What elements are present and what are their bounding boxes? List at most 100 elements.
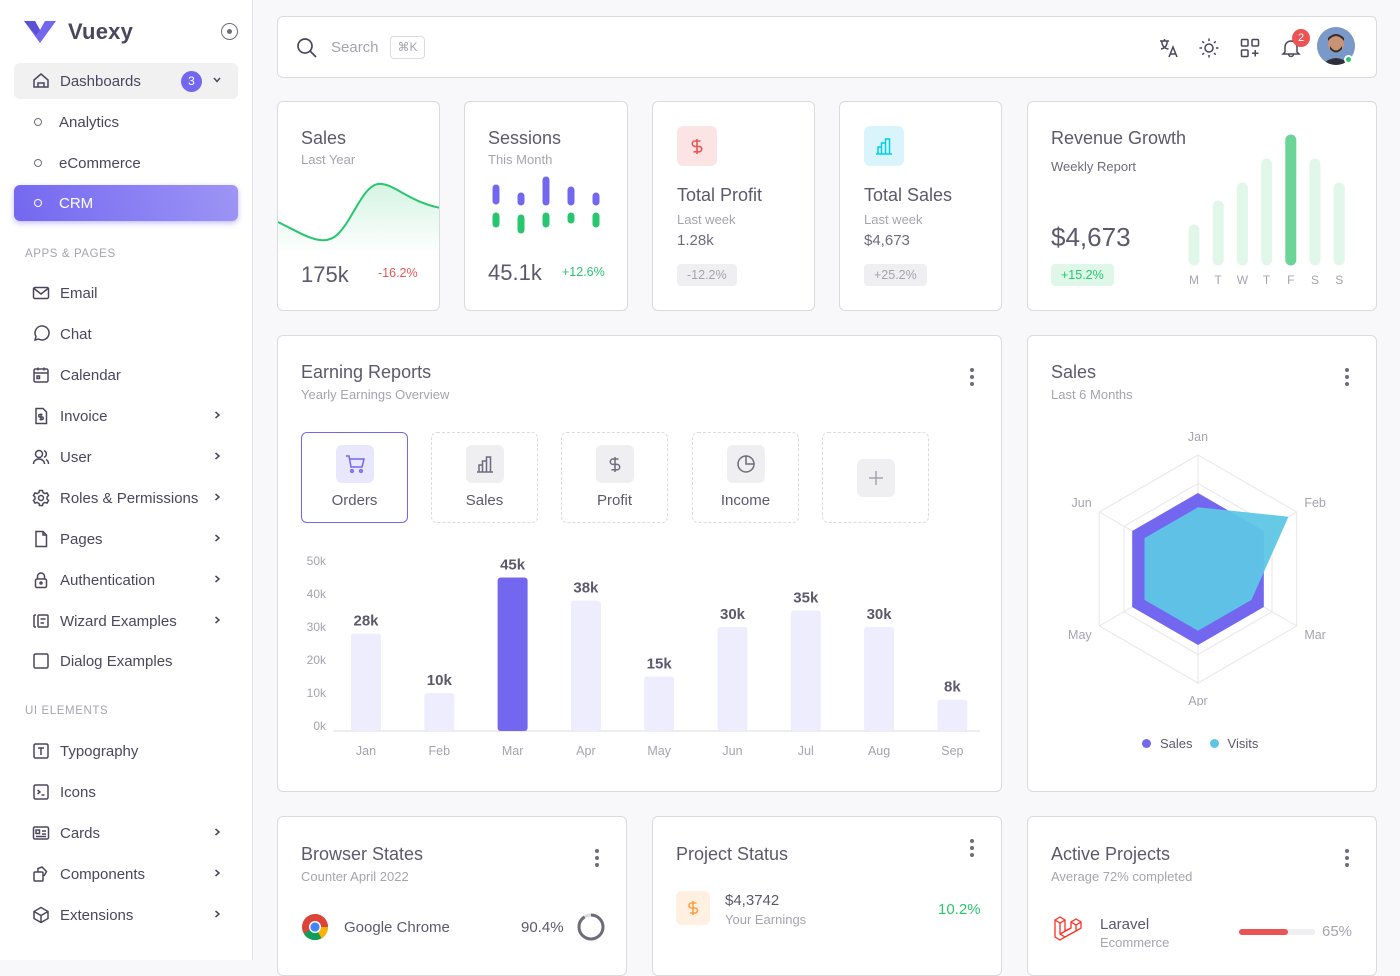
sidebar-item-label: Email — [60, 284, 98, 302]
earnings-bar[interactable] — [864, 627, 895, 731]
x-tick-label: Apr — [576, 744, 595, 758]
tab-income[interactable]: Income — [692, 432, 799, 523]
user-avatar[interactable] — [1317, 27, 1355, 65]
sidebar-item-extensions[interactable]: Extensions — [14, 897, 238, 933]
earnings-bar[interactable] — [937, 699, 968, 731]
bar-value-label: 8k — [944, 679, 961, 696]
sidebar-item-components[interactable]: Components — [14, 856, 238, 892]
card-change-badge: -12.2% — [677, 264, 737, 286]
sidebar-item-authentication[interactable]: Authentication — [14, 562, 238, 598]
card-subtitle: Last week — [864, 212, 923, 227]
bar-value-label: 30k — [720, 606, 746, 623]
mail-icon — [32, 286, 50, 300]
earnings-bar[interactable] — [497, 577, 528, 732]
add-tab-button[interactable] — [822, 432, 929, 523]
sidebar-toggle-icon[interactable] — [221, 23, 238, 40]
chevron-down-icon — [213, 77, 221, 83]
sidebar-item-wizard-examples[interactable]: Wizard Examples — [14, 603, 238, 639]
sidebar-item-icons[interactable]: Icons — [14, 774, 238, 810]
chevron-right-icon — [215, 869, 221, 877]
sidebar-item-chat[interactable]: Chat — [14, 316, 238, 352]
card-title: Sessions — [488, 128, 562, 148]
earnings-bar[interactable] — [790, 610, 821, 732]
search-icon[interactable] — [296, 37, 318, 59]
chrome-icon — [302, 914, 329, 941]
chevron-right-icon — [215, 534, 221, 542]
revenue-day-label: S — [1335, 273, 1343, 287]
chat-icon — [33, 325, 50, 342]
sidebar-item-roles-permissions[interactable]: Roles & Permissions — [14, 480, 238, 516]
sidebar-item-invoice[interactable]: Invoice — [14, 398, 238, 434]
active-projects-card: Active Projects Average 72% completed La… — [1027, 816, 1377, 976]
sales-radar-card: Sales Last 6 Months Jan Feb Mar Apr May Jun S… — [1027, 335, 1377, 792]
card-value: $4,673 — [1051, 222, 1131, 252]
components-icon — [33, 866, 48, 882]
y-tick-label: 40k — [307, 587, 327, 601]
sidebar-item-crm[interactable]: CRM — [14, 185, 238, 221]
more-vertical-icon[interactable] — [1345, 368, 1349, 386]
tab-label: Profit — [596, 492, 632, 509]
earnings-bar[interactable] — [424, 693, 455, 731]
sidebar-item-label: Invoice — [60, 407, 108, 425]
sidebar-item-email[interactable]: Email — [14, 275, 238, 311]
sidebar-item-label: Icons — [60, 783, 96, 801]
sales-stat-card: Sales Last Year 175k -16.2% — [277, 101, 440, 311]
revenue-growth-card: Revenue Growth Weekly Report $4,673 +15.… — [1027, 101, 1377, 311]
brand-name: Vuexy — [68, 19, 134, 44]
more-vertical-icon[interactable] — [595, 849, 599, 867]
card-subtitle: Yearly Earnings Overview — [301, 387, 450, 402]
home-icon — [33, 73, 49, 88]
project-change: 10.2% — [938, 901, 981, 918]
earnings-bar[interactable] — [570, 600, 601, 731]
sessions-stat-card: Sessions This Month 45.1k +12.6% — [464, 101, 628, 311]
search-input[interactable]: Search — [331, 39, 379, 56]
total-sales-card: Total Sales Last week $4,673 +25.2% — [839, 101, 1002, 311]
apps-grid-icon[interactable] — [1239, 37, 1261, 59]
chevron-right-icon — [215, 616, 221, 624]
user-portrait-icon — [1317, 27, 1355, 65]
more-vertical-icon[interactable] — [1345, 849, 1349, 867]
sidebar-item-user[interactable]: User — [14, 439, 238, 475]
card-title: Total Sales — [864, 185, 953, 205]
sidebar-item-dashboards[interactable]: Dashboards 3 — [14, 63, 238, 99]
sidebar-item-typography[interactable]: Typography — [14, 733, 238, 769]
more-vertical-icon[interactable] — [970, 839, 974, 857]
earnings-bar[interactable] — [351, 633, 381, 731]
card-title: Project Status — [676, 844, 789, 864]
sidebar-item-ecommerce[interactable]: eCommerce — [14, 145, 238, 181]
earnings-bar-chart: 0k 10k 20k 30k 40k 50k 28k Jan 10k Feb 45k Mar 38k Ap… — [307, 554, 980, 758]
card-title: Earning Reports — [301, 362, 432, 382]
card-value: 45.1k — [488, 260, 542, 285]
sidebar: Vuexy Dashboards 3 Analytics eCommerce C… — [0, 0, 253, 960]
square-icon — [33, 653, 49, 669]
legend-dot-sales — [1142, 739, 1151, 748]
section-apps-pages: APPS & PAGES — [25, 248, 116, 260]
sidebar-item-dialog-examples[interactable]: Dialog Examples — [14, 643, 238, 679]
sidebar-item-cards[interactable]: Cards — [14, 815, 238, 851]
tab-profit[interactable]: Profit — [561, 432, 668, 523]
tab-label: Income — [720, 492, 771, 509]
sidebar-item-label: Pages — [60, 530, 103, 548]
revenue-day-label: M — [1189, 273, 1199, 287]
card-title: Total Profit — [677, 185, 763, 205]
sidebar-item-pages[interactable]: Pages — [14, 521, 238, 557]
tab-orders[interactable]: Orders — [301, 432, 408, 523]
sidebar-item-analytics[interactable]: Analytics — [14, 104, 238, 140]
more-vertical-icon[interactable] — [970, 368, 974, 386]
translate-icon[interactable] — [1158, 37, 1180, 59]
y-tick-label: 0k — [313, 719, 327, 733]
radar-series-visits[interactable] — [1144, 507, 1289, 631]
sidebar-item-calendar[interactable]: Calendar — [14, 357, 238, 393]
earnings-bar[interactable] — [644, 676, 675, 732]
x-tick-label: Jan — [356, 744, 376, 758]
x-tick-label: May — [647, 744, 671, 758]
project-progress-fill — [1239, 929, 1289, 935]
tab-sales[interactable]: Sales — [431, 432, 538, 523]
brand-logo[interactable]: Vuexy — [24, 18, 133, 46]
card-title: Sales — [1051, 362, 1097, 382]
calendar-icon — [33, 367, 49, 383]
earnings-bar[interactable] — [717, 627, 748, 731]
sun-icon[interactable] — [1198, 37, 1220, 59]
radar-legend: Sales Visits — [1142, 736, 1258, 751]
x-tick-label: Aug — [868, 744, 890, 758]
